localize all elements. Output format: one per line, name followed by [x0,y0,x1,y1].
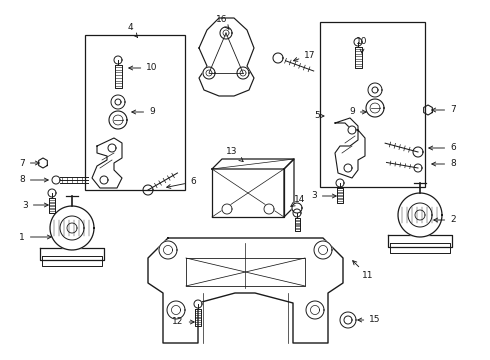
Text: 4: 4 [127,23,138,37]
Text: 5: 5 [314,112,324,121]
Polygon shape [292,203,302,213]
Polygon shape [335,118,365,178]
Text: 3: 3 [22,201,48,210]
Text: 10: 10 [356,37,368,53]
Text: 11: 11 [353,261,374,280]
Polygon shape [348,126,356,134]
Text: 8: 8 [19,175,48,184]
Polygon shape [92,138,122,188]
Polygon shape [336,179,344,187]
Text: 16: 16 [216,15,229,30]
Polygon shape [148,238,343,343]
Text: 1: 1 [19,233,51,242]
Text: 9: 9 [132,108,155,117]
Polygon shape [413,147,423,157]
Text: 12: 12 [172,318,194,327]
Text: 7: 7 [432,105,456,114]
Polygon shape [414,164,422,172]
Polygon shape [408,203,432,227]
Polygon shape [52,176,60,184]
Text: 3: 3 [311,192,336,201]
Polygon shape [167,301,185,319]
Text: 17: 17 [294,50,316,61]
Text: 6: 6 [429,144,456,153]
Polygon shape [39,158,48,168]
Polygon shape [340,312,356,328]
Text: 2: 2 [434,216,456,225]
Polygon shape [273,53,283,63]
Text: 7: 7 [19,158,39,167]
Polygon shape [48,189,56,197]
Polygon shape [50,206,94,250]
Polygon shape [388,235,452,247]
Polygon shape [293,209,301,217]
Text: 13: 13 [226,148,243,162]
Polygon shape [42,256,102,266]
Bar [85,35,185,190]
Text: 10: 10 [129,63,158,72]
Polygon shape [60,216,84,240]
Polygon shape [143,185,153,195]
Polygon shape [424,105,432,115]
Polygon shape [220,27,232,39]
Polygon shape [284,159,294,217]
Polygon shape [398,193,442,237]
Polygon shape [100,176,108,184]
Text: 14: 14 [291,195,306,206]
Polygon shape [390,243,450,253]
Polygon shape [237,67,249,79]
Text: 6: 6 [167,177,196,188]
Polygon shape [199,18,254,96]
Polygon shape [212,159,294,169]
Polygon shape [366,99,384,117]
Polygon shape [354,38,362,46]
Bar [320,22,425,187]
Polygon shape [306,301,324,319]
Polygon shape [194,300,202,308]
Polygon shape [368,83,382,97]
Polygon shape [159,241,177,259]
Polygon shape [114,56,122,64]
Polygon shape [109,111,127,129]
Polygon shape [344,164,352,172]
Polygon shape [264,204,274,214]
Polygon shape [222,204,232,214]
Polygon shape [203,67,215,79]
Polygon shape [108,144,116,152]
Polygon shape [40,248,104,260]
Polygon shape [111,95,125,109]
Text: 15: 15 [358,315,381,324]
Polygon shape [212,169,284,217]
Polygon shape [314,241,332,259]
Text: 8: 8 [432,159,456,168]
Text: 9: 9 [349,108,366,117]
